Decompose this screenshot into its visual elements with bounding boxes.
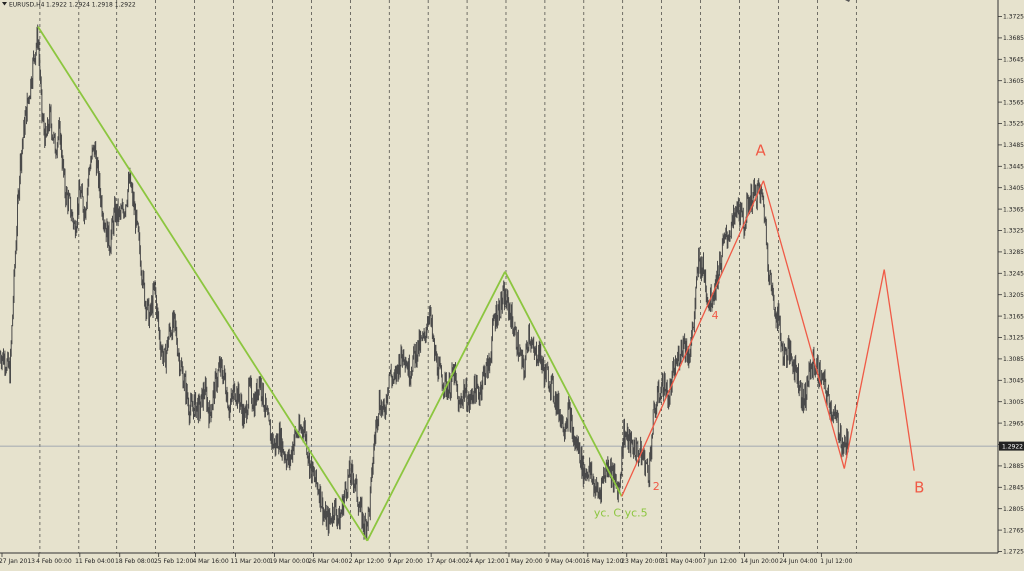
wave-label-4: 4 xyxy=(712,309,719,322)
x-tick-label-14: 9 May 04:00 xyxy=(545,558,583,565)
y-tick-label-22: 1.2845 xyxy=(1003,485,1024,492)
wave-label-2: 2 xyxy=(653,480,660,493)
price-series xyxy=(0,24,849,540)
green-wave-segment-2[interactable] xyxy=(366,271,506,542)
y-tick-label-11: 1.3285 xyxy=(1003,249,1024,256)
x-tick-label-15: 16 May 12:00 xyxy=(582,558,623,565)
y-tick-label-17: 1.3045 xyxy=(1003,378,1024,385)
y-tick-label-23: 1.2805 xyxy=(1003,506,1024,513)
red-wave-lines[interactable] xyxy=(621,180,915,497)
green-wave-segment-3[interactable] xyxy=(504,271,623,497)
x-tick-label-5: 4 Mar 16:00 xyxy=(192,558,228,565)
x-tick-label-18: 7 Jun 12:00 xyxy=(702,558,736,565)
y-tick-label-3: 1.3605 xyxy=(1003,78,1024,85)
x-tick-label-17: 31 May 04:00 xyxy=(661,558,702,565)
current-price-label: 1.2922 xyxy=(1002,443,1023,450)
triangle-down-icon[interactable] xyxy=(2,2,7,6)
quote-values: 1.2922 1.2924 1.2918 1.2922 xyxy=(46,2,136,9)
x-tick-label-4: 25 Feb 12:00 xyxy=(154,558,194,565)
wave-label-A: A xyxy=(755,142,766,160)
x-tick-label-13: 1 May 20:00 xyxy=(505,558,543,565)
x-tick-label-8: 26 Mar 04:00 xyxy=(308,558,348,565)
y-tick-label-13: 1.3205 xyxy=(1003,292,1024,299)
wave-label-B: B xyxy=(914,479,924,497)
red-wave-segment-1[interactable] xyxy=(621,180,765,497)
x-tick-label-10: 9 Apr 20:00 xyxy=(388,558,423,565)
x-tick-label-19: 14 Jun 20:00 xyxy=(740,558,778,565)
y-tick-label-24: 1.2765 xyxy=(1003,527,1024,534)
symbol-title: EURUSD,H4 xyxy=(9,2,45,9)
time-axis[interactable]: 27 Jan 2013 4 Feb 00:00 11 Feb 04:00 18 Feb… xyxy=(0,553,853,565)
y-tick-label-18: 1.3005 xyxy=(1003,399,1024,406)
x-tick-label-3: 18 Feb 08:00 xyxy=(115,558,155,565)
x-tick-label-2: 11 Feb 04:00 xyxy=(75,558,115,565)
y-tick-label-21: 1.2885 xyxy=(1003,463,1024,470)
y-tick-label-2: 1.3645 xyxy=(1003,57,1024,64)
x-tick-label-1: 4 Feb 00:00 xyxy=(36,558,72,565)
y-tick-label-4: 1.3565 xyxy=(1003,99,1024,106)
x-tick-label-9: 2 Apr 12:00 xyxy=(349,558,384,565)
y-tick-label-10: 1.3325 xyxy=(1003,228,1024,235)
red-wave-segment-2[interactable] xyxy=(762,180,845,469)
y-tick-label-8: 1.3405 xyxy=(1003,185,1024,192)
red-wave-segment-3[interactable] xyxy=(843,269,885,469)
x-tick-label-12: 24 Apr 12:00 xyxy=(465,558,504,565)
x-tick-label-16: 23 May 20:00 xyxy=(621,558,662,565)
y-tick-label-14: 1.3165 xyxy=(1003,313,1024,320)
x-tick-label-7: 19 Mar 00:00 xyxy=(269,558,309,565)
vertical-grid xyxy=(39,0,857,553)
x-tick-label-0: 27 Jan 2013 xyxy=(0,558,35,565)
x-tick-label-11: 17 Apr 04:00 xyxy=(427,558,466,565)
y-tick-label-7: 1.3445 xyxy=(1003,164,1024,171)
chart-header: EURUSD,H4 1.2922 1.2924 1.2918 1.2922 xyxy=(2,2,136,9)
y-tick-label-0: 1.3725 xyxy=(1003,14,1024,21)
price-bars xyxy=(0,24,849,540)
y-tick-label-15: 1.3125 xyxy=(1003,335,1024,342)
green-wave-lines[interactable] xyxy=(37,26,623,542)
x-tick-label-6: 11 Mar 20:00 xyxy=(230,558,270,565)
current-price-badge xyxy=(999,441,1024,451)
x-tick-label-21: 1 Jul 12:00 xyxy=(820,558,852,565)
x-tick-label-20: 24 Jun 04:00 xyxy=(779,558,817,565)
red-wave-segment-4[interactable] xyxy=(883,269,915,471)
y-tick-label-25: 1.2725 xyxy=(1003,549,1024,556)
y-tick-label-6: 1.3485 xyxy=(1003,142,1024,149)
green-wave-segment-1[interactable] xyxy=(37,26,369,542)
y-tick-label-12: 1.3245 xyxy=(1003,271,1024,278)
y-tick-label-5: 1.3525 xyxy=(1003,121,1024,128)
y-tick-label-9: 1.3365 xyxy=(1003,206,1024,213)
y-tick-label-1: 1.3685 xyxy=(1003,35,1024,42)
y-tick-label-19: 1.2965 xyxy=(1003,420,1024,427)
scroll-marker-icon[interactable] xyxy=(845,0,850,2)
wave-label-C: ус. С ус.5 xyxy=(594,507,648,520)
wave-labels: A 4 2 Bус. С ус.5 xyxy=(594,142,925,520)
y-tick-label-16: 1.3085 xyxy=(1003,356,1024,363)
